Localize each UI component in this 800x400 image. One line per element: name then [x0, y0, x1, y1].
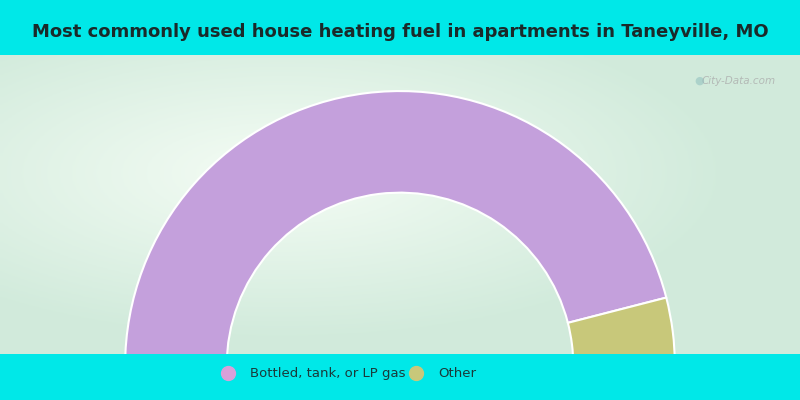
Text: ●: ● — [694, 76, 704, 86]
Text: Other: Other — [438, 367, 477, 380]
Wedge shape — [568, 298, 675, 366]
Text: Most commonly used house heating fuel in apartments in Taneyville, MO: Most commonly used house heating fuel in… — [32, 23, 768, 41]
Text: City-Data.com: City-Data.com — [702, 76, 776, 86]
Wedge shape — [125, 91, 666, 366]
Text: Bottled, tank, or LP gas: Bottled, tank, or LP gas — [250, 367, 406, 380]
